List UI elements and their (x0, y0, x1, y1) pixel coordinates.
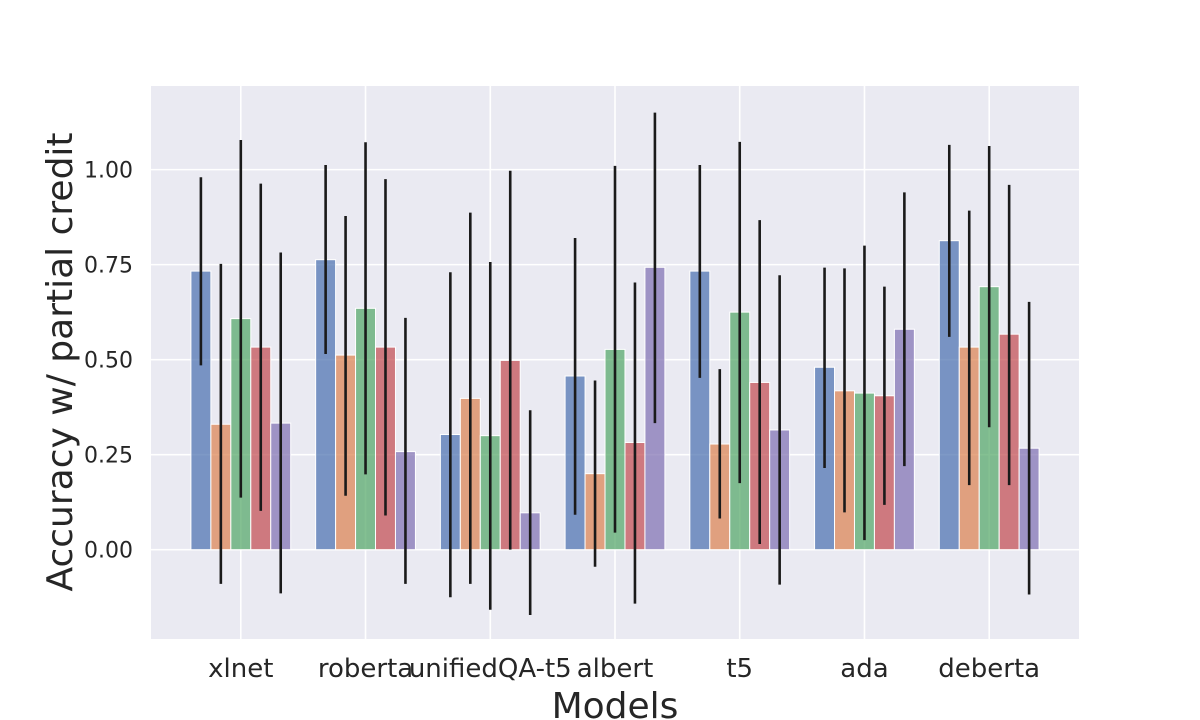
y-tick-label: 0.50 (84, 349, 133, 374)
y-tick-label: 0.75 (84, 254, 133, 279)
x-axis-label: Models (552, 686, 679, 720)
x-tick-label: ada (840, 654, 888, 684)
y-tick-label: 0.25 (84, 444, 133, 469)
y-tick-labels: 0.00 0.25 0.50 0.75 1.00 (84, 159, 133, 564)
x-tick-label: albert (577, 654, 654, 684)
y-tick-label: 1.00 (84, 159, 133, 184)
x-tick-label: deberta (938, 654, 1040, 684)
y-tick-label: 0.00 (84, 539, 133, 564)
x-tick-label: roberta (318, 654, 413, 684)
x-tick-label: xlnet (208, 654, 273, 684)
error-bars (199, 112, 1031, 616)
x-tick-label: unifiedQA-t5 (409, 654, 572, 684)
y-axis-label: Accuracy w/ partial credit (40, 132, 81, 591)
x-tick-label: t5 (726, 654, 753, 684)
